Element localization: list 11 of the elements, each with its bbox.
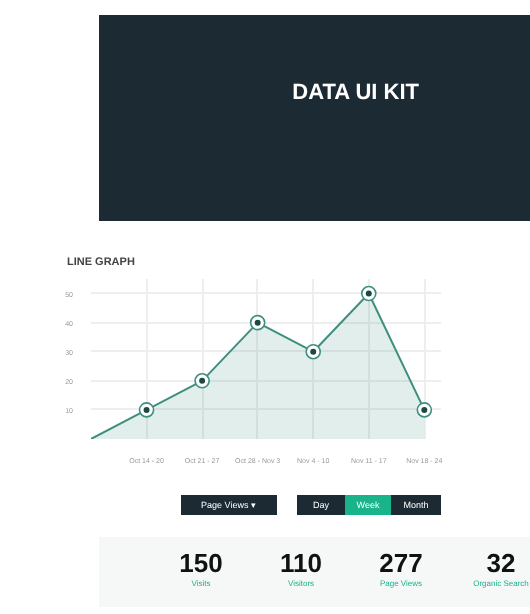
- text: DATA UI KIT: [292, 81, 420, 105]
- text: 110: [280, 548, 322, 578]
- point: [360, 285, 377, 302]
- point: [249, 314, 266, 331]
- point: [416, 402, 433, 418]
- point: [305, 343, 322, 360]
- text: 32: [486, 548, 516, 578]
- point: [138, 402, 155, 418]
- text: 150: [179, 548, 223, 578]
- text: 277: [379, 548, 423, 578]
- point: [194, 373, 210, 389]
